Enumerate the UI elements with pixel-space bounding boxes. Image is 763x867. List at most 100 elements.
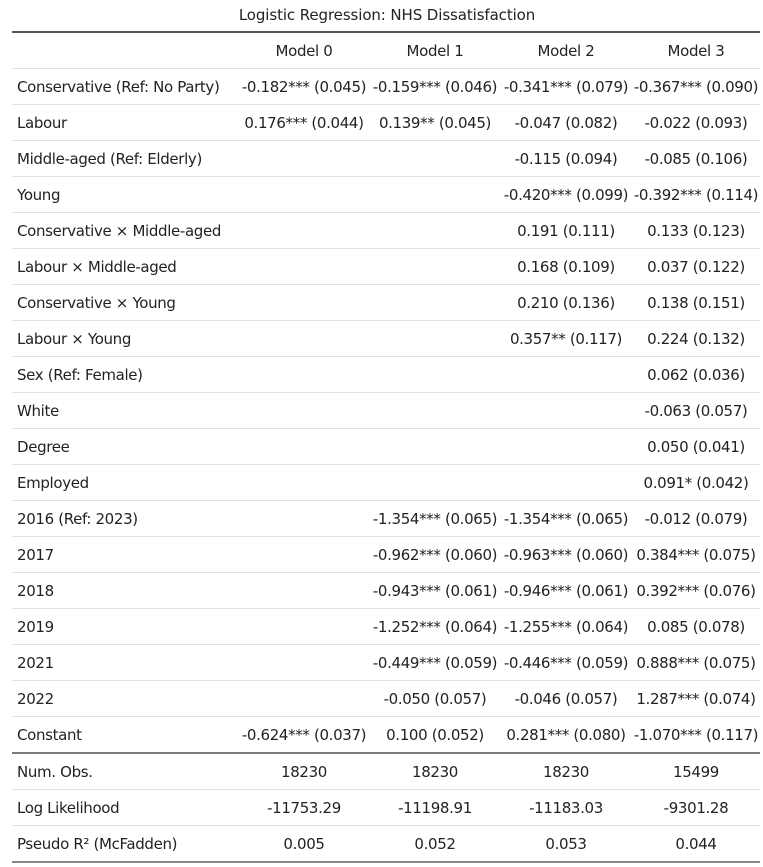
table-cell	[370, 320, 500, 357]
table-row: 2018 -0.943*** (0.061) -0.946*** (0.061) 0.…	[12, 572, 760, 609]
table-cell: -1.255*** (0.064)	[500, 608, 632, 645]
row-label: Conservative (Ref: No Party)	[12, 68, 238, 105]
table-row: 2017 -0.962*** (0.060) -0.963*** (0.060) 0.…	[12, 536, 760, 573]
table-cell: -0.449*** (0.059)	[370, 644, 500, 681]
table-cell: 18230	[370, 753, 500, 790]
table-row: Constant -0.624*** (0.037) 0.100 (0.052) 0.…	[12, 716, 760, 754]
table-cell: -9301.28	[632, 789, 760, 826]
table-cell: 0.191 (0.111)	[500, 212, 632, 249]
table-cell: -0.182*** (0.045)	[238, 68, 370, 105]
row-label: Middle-aged (Ref: Elderly)	[12, 140, 238, 177]
table-cell	[238, 464, 370, 501]
table-row: Conservative × Young 0.210 (0.136) 0.138 (…	[12, 284, 760, 321]
table-cell	[370, 140, 500, 177]
coefficient-rows: Conservative (Ref: No Party) -0.182*** (0…	[12, 68, 760, 754]
row-label: 2022	[12, 680, 238, 717]
row-label: 2017	[12, 536, 238, 573]
table-cell	[500, 356, 632, 393]
table-row: Degree 0.050 (0.041)	[12, 428, 760, 465]
row-label: Log Likelihood	[12, 789, 238, 826]
table-cell	[370, 212, 500, 249]
table-cell	[500, 464, 632, 501]
table-cell: 1.287*** (0.074)	[632, 680, 760, 717]
table-cell: 18230	[500, 753, 632, 790]
table-cell: -0.943*** (0.061)	[370, 572, 500, 609]
row-label: Pseudo R² (McFadden)	[12, 825, 238, 863]
table-cell: 0.176*** (0.044)	[238, 104, 370, 141]
table-cell: 0.281*** (0.080)	[500, 716, 632, 754]
table-cell	[238, 212, 370, 249]
table-row: 2019 -1.252*** (0.064) -1.255*** (0.064) 0.…	[12, 608, 760, 645]
row-label: 2018	[12, 572, 238, 609]
table-cell: 0.357** (0.117)	[500, 320, 632, 357]
table-cell: -0.624*** (0.037)	[238, 716, 370, 754]
table-cell: -0.047 (0.082)	[500, 104, 632, 141]
header-cell-blank	[12, 31, 238, 69]
table-cell: -1.070*** (0.117)	[632, 716, 760, 754]
row-label: Labour	[12, 104, 238, 141]
table-cell	[370, 464, 500, 501]
table-cell: -11183.03	[500, 789, 632, 826]
table-cell	[370, 428, 500, 465]
table-row: White -0.063 (0.057)	[12, 392, 760, 429]
table-cell: 0.168 (0.109)	[500, 248, 632, 285]
table-cell: 0.888*** (0.075)	[632, 644, 760, 681]
table-cell: 15499	[632, 753, 760, 790]
table-cell	[500, 428, 632, 465]
table-row: 2022 -0.050 (0.057) -0.046 (0.057) 1.287***…	[12, 680, 760, 717]
header-cell-model-3: Model 3	[632, 31, 760, 69]
row-label: 2016 (Ref: 2023)	[12, 500, 238, 537]
regression-table: Model 0 Model 1 Model 2 Model 3 Conserva…	[12, 31, 760, 863]
row-label: 2019	[12, 608, 238, 645]
table-cell: -0.367*** (0.090)	[632, 68, 760, 105]
table-cell: -0.022 (0.093)	[632, 104, 760, 141]
row-label: Labour × Middle-aged	[12, 248, 238, 285]
table-cell: -0.446*** (0.059)	[500, 644, 632, 681]
row-label: Conservative × Middle-aged	[12, 212, 238, 249]
header-cell-model-0: Model 0	[238, 31, 370, 69]
row-label: Conservative × Young	[12, 284, 238, 321]
table-cell: -0.420*** (0.099)	[500, 176, 632, 213]
table-row: 2016 (Ref: 2023) -1.354*** (0.065) -1.354*…	[12, 500, 760, 537]
row-label: Num. Obs.	[12, 753, 238, 790]
header-row: Model 0 Model 1 Model 2 Model 3	[12, 31, 760, 69]
row-label: Sex (Ref: Female)	[12, 356, 238, 393]
table-caption: Logistic Regression: NHS Dissatisfaction	[238, 6, 536, 24]
table-cell: -0.063 (0.057)	[632, 392, 760, 429]
table-cell	[238, 572, 370, 609]
row-label: White	[12, 392, 238, 429]
table-cell	[238, 140, 370, 177]
table-row: Pseudo R² (McFadden) 0.005 0.052 0.053 0.044	[12, 825, 760, 863]
table-cell: -0.341*** (0.079)	[500, 68, 632, 105]
table-cell: 0.037 (0.122)	[632, 248, 760, 285]
row-label: Labour × Young	[12, 320, 238, 357]
table-cell: 18230	[238, 753, 370, 790]
goodness-of-fit-rows: Num. Obs. 18230 18230 18230 15499 Log Likelih…	[12, 753, 760, 863]
table-cell	[238, 536, 370, 573]
row-label: Degree	[12, 428, 238, 465]
table-cell: 0.044	[632, 825, 760, 863]
table-cell: -0.946*** (0.061)	[500, 572, 632, 609]
table-cell	[238, 320, 370, 357]
table-cell: 0.392*** (0.076)	[632, 572, 760, 609]
table-row: Conservative (Ref: No Party) -0.182*** (0…	[12, 68, 760, 105]
table-cell	[238, 608, 370, 645]
table-cell: -0.012 (0.079)	[632, 500, 760, 537]
table-cell: 0.050 (0.041)	[632, 428, 760, 465]
table-cell: -1.354*** (0.065)	[500, 500, 632, 537]
table-cell: 0.085 (0.078)	[632, 608, 760, 645]
table-cell: 0.138 (0.151)	[632, 284, 760, 321]
table-cell	[370, 284, 500, 321]
table-row: Sex (Ref: Female) 0.062 (0.036)	[12, 356, 760, 393]
table-cell	[370, 176, 500, 213]
table-row: Labour 0.176*** (0.044) 0.139** (0.045) -0.…	[12, 104, 760, 141]
table-cell	[238, 392, 370, 429]
table-cell: -0.963*** (0.060)	[500, 536, 632, 573]
table-cell: 0.052	[370, 825, 500, 863]
table-cell: -0.159*** (0.046)	[370, 68, 500, 105]
table-row: Labour × Middle-aged 0.168 (0.109) 0.037 (…	[12, 248, 760, 285]
table-row: 2021 -0.449*** (0.059) -0.446*** (0.059) 0.…	[12, 644, 760, 681]
table-cell	[370, 248, 500, 285]
row-label: Constant	[12, 716, 238, 754]
table-cell	[370, 356, 500, 393]
